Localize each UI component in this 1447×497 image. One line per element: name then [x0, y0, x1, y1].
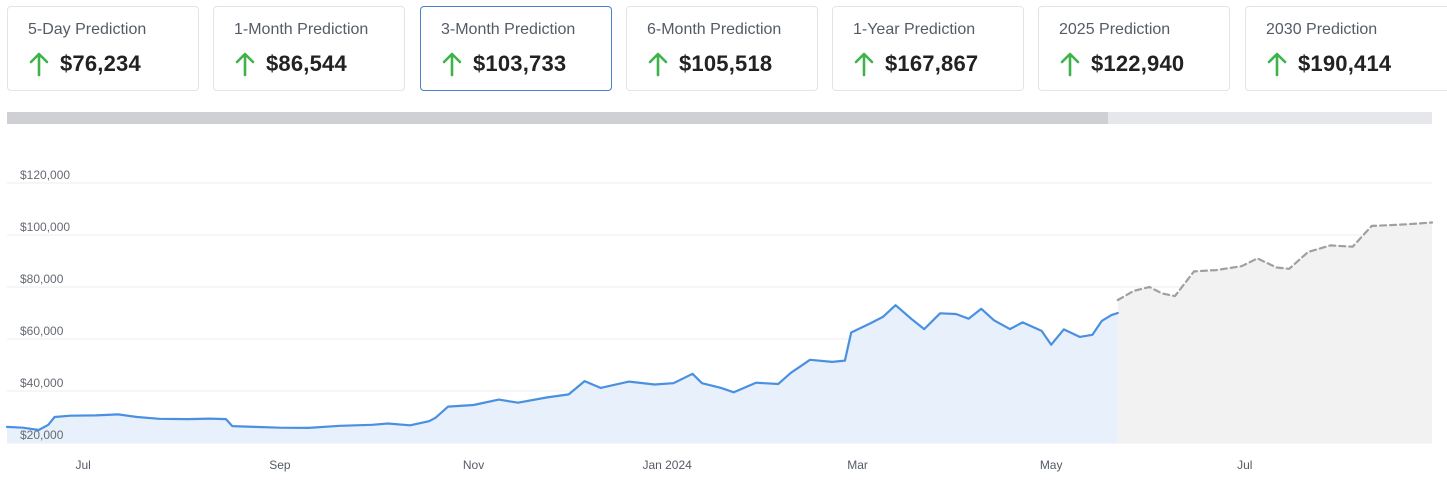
prediction-card-value: $190,414: [1298, 51, 1392, 76]
prediction-card-1-year[interactable]: 1-Year Prediction $167,867: [832, 6, 1024, 91]
x-axis-ticks: Jul Sep Nov Jan 2024 Mar May Jul: [75, 458, 1252, 472]
history-area: [7, 305, 1118, 443]
prediction-card-label: 6-Month Prediction: [647, 21, 782, 38]
arrow-up-icon: [442, 52, 462, 77]
prediction-card-value-row: $76,234: [28, 51, 141, 77]
y-tick-label: $80,000: [20, 272, 64, 286]
prediction-card-2025[interactable]: 2025 Prediction $122,940: [1038, 6, 1230, 91]
prediction-card-value: $86,544: [266, 51, 347, 76]
y-tick-label: $60,000: [20, 324, 64, 338]
x-tick-label: Mar: [847, 458, 868, 472]
arrow-up-icon: [1060, 52, 1080, 77]
prediction-card-value: $122,940: [1091, 51, 1185, 76]
prediction-card-value-row: $86,544: [234, 51, 347, 77]
x-tick-label: Sep: [269, 458, 291, 472]
prediction-card-value-row: $122,940: [1059, 51, 1184, 77]
chart-areas: [7, 222, 1432, 443]
forecast-area: [1117, 222, 1432, 443]
prediction-card-value-row: $190,414: [1266, 51, 1391, 77]
chart-lines: [5, 221, 1434, 432]
y-axis-ticks: $20,000 $40,000 $60,000 $80,000 $100,000 $120…: [20, 168, 70, 442]
y-tick-label: $20,000: [20, 428, 64, 442]
prediction-card-1-month[interactable]: 1-Month Prediction $86,544: [213, 6, 405, 91]
y-tick-label: $40,000: [20, 376, 64, 390]
prediction-card-value: $167,867: [885, 51, 979, 76]
x-tick-label: May: [1040, 458, 1063, 472]
prediction-card-6-month[interactable]: 6-Month Prediction $105,518: [626, 6, 818, 91]
x-tick-label: Jul: [1237, 458, 1252, 472]
prediction-card-5-day[interactable]: 5-Day Prediction $76,234: [7, 6, 199, 91]
prediction-card-value-row: $103,733: [441, 51, 566, 77]
arrow-up-icon: [854, 52, 874, 77]
history-line: [5, 304, 1119, 432]
arrow-up-icon: [235, 52, 255, 77]
arrow-up-icon: [1267, 52, 1287, 77]
arrow-up-icon: [648, 52, 668, 77]
prediction-card-label: 5-Day Prediction: [28, 21, 147, 38]
prediction-card-value-row: $105,518: [647, 51, 772, 77]
prediction-card-label: 2030 Prediction: [1266, 21, 1378, 38]
prediction-card-label: 1-Year Prediction: [853, 21, 976, 38]
arrow-up-icon: [29, 52, 49, 77]
prediction-card-3-month[interactable]: 3-Month Prediction $103,733: [420, 6, 612, 91]
price-prediction-chart: $20,000 $40,000 $60,000 $80,000 $100,000 $120…: [5, 168, 1434, 472]
prediction-card-label: 3-Month Prediction: [441, 21, 576, 38]
y-tick-label: $120,000: [20, 168, 70, 182]
prediction-card-value: $105,518: [679, 51, 773, 76]
prediction-card-label: 1-Month Prediction: [234, 21, 369, 38]
cards-scrollbar-thumb[interactable]: [7, 112, 1108, 124]
prediction-card-value-row: $167,867: [853, 51, 978, 77]
prediction-card-2030[interactable]: 2030 Prediction $190,414: [1245, 6, 1447, 91]
prediction-card-value: $103,733: [473, 51, 567, 76]
y-tick-label: $100,000: [20, 220, 70, 234]
forecast-line: [1116, 221, 1434, 302]
cards-scrollbar[interactable]: [7, 112, 1432, 124]
prediction-card-label: 2025 Prediction: [1059, 21, 1171, 38]
x-tick-label: Jan 2024: [642, 458, 692, 472]
x-tick-label: Nov: [463, 458, 484, 472]
x-tick-label: Jul: [75, 458, 90, 472]
prediction-card-value: $76,234: [60, 51, 141, 76]
prediction-cards: 5-Day Prediction $76,234 1-Month Predict…: [0, 0, 1447, 100]
